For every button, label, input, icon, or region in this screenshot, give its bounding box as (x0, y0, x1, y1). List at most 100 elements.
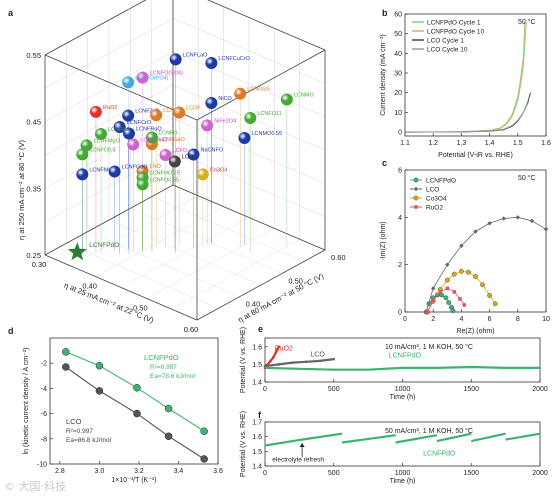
y-tick-label: -4 (41, 386, 47, 393)
data-point (76, 148, 89, 161)
y-tick-label: -2 (41, 361, 47, 368)
legend-marker (414, 205, 418, 209)
legend-marker (413, 177, 419, 183)
legend-label: LCNFPdO (426, 178, 456, 185)
x-tick-label: 3.6 (213, 468, 223, 475)
point-label: LCNFO(SO4) (150, 71, 183, 77)
data-point (150, 109, 163, 122)
data-point (473, 274, 478, 279)
fit-line (65, 351, 205, 432)
point-label: LCNMO0.55 (251, 131, 282, 137)
y-tick-label: 40 (394, 51, 402, 58)
data-point (458, 297, 462, 301)
x-tick-label: 500 (328, 386, 340, 393)
panel-e: 0 500 1000 1500 2000 1.4 1.5 1.6 Time (h) Potenti… (240, 327, 548, 401)
data-point (274, 350, 278, 354)
data-point (123, 127, 135, 140)
legend-label: LCO (426, 187, 439, 194)
point-label: LCNFO11 (257, 111, 281, 117)
data-point (438, 290, 443, 294)
data-point (196, 168, 209, 181)
data-point (80, 139, 93, 152)
annotation: 50 mA/cm², 1 M KOH, 50 °C (385, 427, 473, 435)
box-edge (196, 249, 326, 321)
x-axis-label: Potential (V-iR vs. RHE) (438, 152, 513, 159)
y-tick-label: 1.6 (252, 434, 262, 441)
series-line (425, 216, 547, 313)
x-tick-label: 1500 (463, 386, 479, 393)
point-label: LCFO (173, 148, 188, 154)
data-point (425, 310, 430, 314)
panel-d: 2.8 3.0 3.2 3.4 3.6 -10 -8 -6 -4 -2 1×10⁻³/T (K⁻¹)… (23, 337, 223, 484)
x-tick-label: 1000 (395, 386, 411, 393)
data-point (127, 138, 140, 151)
z-tick-label: 0.60 (331, 253, 346, 262)
data-point (168, 155, 181, 168)
data-point (200, 427, 208, 435)
panel-c: 0 2 4 6 8 10 0 2 4 6 Re(Z) (ohm) -Im(Z) (ohm) LCNFPd… (380, 168, 550, 336)
series-label: RuO2 (275, 345, 293, 352)
annotation: 50 °C (518, 18, 536, 26)
point-label: LCNFVO (108, 127, 131, 133)
data-point (459, 243, 464, 248)
y-tick-label: 60 (394, 12, 402, 19)
legend-marker (413, 186, 419, 192)
data-point (122, 76, 135, 89)
x-tick-label: 1500 (463, 470, 479, 477)
box-edge (207, 0, 326, 51)
point-label: LCNOSS (247, 87, 270, 93)
data-point (431, 298, 435, 302)
x-tick-label: 3.4 (174, 468, 184, 475)
x-tick-label: 0.60 (184, 325, 199, 334)
data-point (244, 112, 257, 124)
point-label: LCNFGaO (159, 137, 186, 143)
data-point (487, 293, 492, 298)
watermark: © 大国·科技 (4, 480, 66, 493)
point-label: LCNPO (163, 108, 183, 114)
data-point (446, 300, 452, 305)
data-point (431, 286, 436, 291)
y-tick-label: 0.45 (26, 118, 41, 127)
data-point (529, 218, 535, 224)
point-label: LCNFO (159, 131, 178, 137)
panel-a: 0.25 0.35 0.45 0.55 0.30 0.40 0.50 0.60 0.40 0.50… (17, 0, 346, 334)
plot-frame (404, 13, 547, 137)
point-label: LCNFLaO (183, 52, 208, 58)
data-point (443, 295, 449, 301)
point-label: LCNFO0.5 (89, 147, 115, 153)
data-point (133, 409, 141, 418)
y-tick-label: 30 (394, 71, 402, 78)
refresh-label: electrolyte refresh (272, 457, 324, 464)
annotation: 50 °C (518, 174, 536, 182)
series-line (341, 434, 396, 444)
data-point (462, 303, 466, 307)
x-tick-label: 500 (328, 470, 340, 477)
data-point (122, 109, 135, 122)
point-label: NiFe2O4 (214, 118, 236, 124)
data-point (108, 165, 121, 178)
data-point (271, 356, 275, 359)
data-point (89, 105, 102, 118)
data-point (501, 216, 506, 221)
y-tick-label: -6 (41, 411, 47, 418)
y-axis-label: -Im(Z) (ohm) (380, 221, 387, 260)
data-point (200, 455, 208, 463)
point-label: LCNFCuCrO (218, 56, 250, 62)
data-point (95, 128, 107, 140)
data-point (480, 282, 485, 288)
grid-line (108, 219, 262, 286)
y-tick-label: 6 (398, 168, 402, 175)
series-label: LCNFPdO (423, 451, 456, 458)
point-label: LCNFCrO (127, 120, 152, 126)
y-tick-label: 0 (398, 130, 402, 137)
y-tick-label: 1.6 (252, 344, 262, 351)
box-edge (44, 54, 198, 121)
annotation-r2: R²=0.997 (66, 428, 93, 435)
y-tick-label: 0.25 (26, 251, 41, 260)
data-point (318, 359, 322, 363)
series-label: LCO (310, 351, 325, 358)
x-tick-label: 0 (263, 470, 267, 477)
series-line (427, 270, 496, 313)
data-point (201, 119, 214, 132)
x-axis-label: Time (h) (390, 478, 416, 485)
